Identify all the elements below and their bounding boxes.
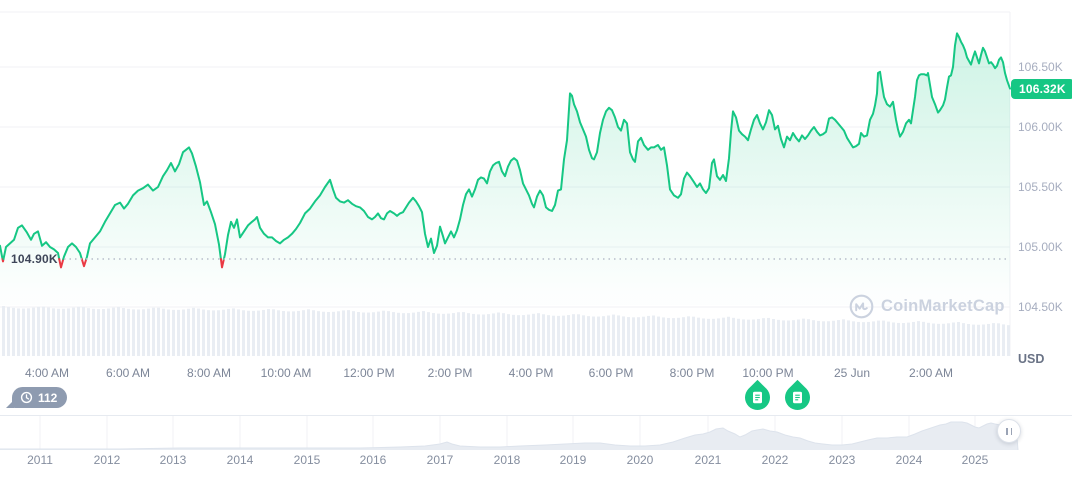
y-axis-tick-label: 106.00K — [1018, 120, 1063, 134]
x-axis-tick-label: 4:00 PM — [508, 366, 554, 380]
y-axis-tick-label: 104.50K — [1018, 300, 1063, 314]
current-price-badge: 106.32K — [1011, 78, 1072, 99]
document-icon — [752, 391, 763, 404]
navigator-year-label: 2016 — [359, 453, 387, 467]
reference-low-label: 104.90K — [11, 252, 58, 266]
navigator-year-label: 2011 — [27, 453, 53, 467]
x-axis-tick-label: 12:00 PM — [343, 366, 395, 380]
news-event-marker[interactable] — [739, 379, 775, 416]
history-count-badge: 112 — [5, 387, 68, 408]
navigator-year-label: 2013 — [159, 453, 187, 467]
navigator-year-label: 2023 — [828, 453, 856, 467]
watermark-text: CoinMarketCap — [881, 297, 1005, 315]
navigator-year-label: 2025 — [961, 453, 989, 467]
navigator-year-label: 2015 — [293, 453, 321, 467]
watermark: CoinMarketCap — [849, 294, 1005, 319]
y-axis-tick-label: 105.50K — [1018, 180, 1063, 194]
y-axis-tick-label: 105.00K — [1018, 240, 1063, 254]
x-axis-tick-label: 8:00 PM — [669, 366, 715, 380]
navigator-year-label: 2019 — [559, 453, 587, 467]
history-clock-icon — [20, 391, 33, 404]
history-count: 112 — [38, 390, 58, 405]
navigator-year-label: 2018 — [493, 453, 521, 467]
x-axis-tick-label: 2:00 PM — [427, 366, 473, 380]
x-axis-tick-label: 10:00 AM — [260, 366, 312, 380]
navigator-year-label: 2017 — [426, 453, 454, 467]
coinmarketcap-logo-icon — [849, 294, 874, 319]
y-axis-unit-label: USD — [1018, 352, 1045, 366]
x-axis-tick-label: 6:00 AM — [105, 366, 151, 380]
navigator-year-label: 2022 — [761, 453, 789, 467]
x-axis-tick-label: 4:00 AM — [24, 366, 70, 380]
navigator-year-label: 2014 — [226, 453, 254, 467]
navigator-year-label: 2020 — [626, 453, 654, 467]
navigator-year-label: 2024 — [895, 453, 923, 467]
x-axis-tick-label: 25 Jun — [833, 366, 871, 380]
y-axis-tick-label: 106.50K — [1018, 60, 1063, 74]
document-icon — [792, 391, 803, 404]
news-event-marker[interactable] — [779, 379, 815, 416]
x-axis-tick-label: 8:00 AM — [186, 366, 232, 380]
navigator-range-handle[interactable] — [997, 419, 1021, 443]
navigator-year-label: 2021 — [694, 453, 722, 467]
navigator-year-label: 2012 — [93, 453, 121, 467]
x-axis-tick-label: 6:00 PM — [588, 366, 634, 380]
x-axis-tick-label: 10:00 PM — [742, 366, 794, 380]
x-axis-tick-label: 2:00 AM — [908, 366, 954, 380]
